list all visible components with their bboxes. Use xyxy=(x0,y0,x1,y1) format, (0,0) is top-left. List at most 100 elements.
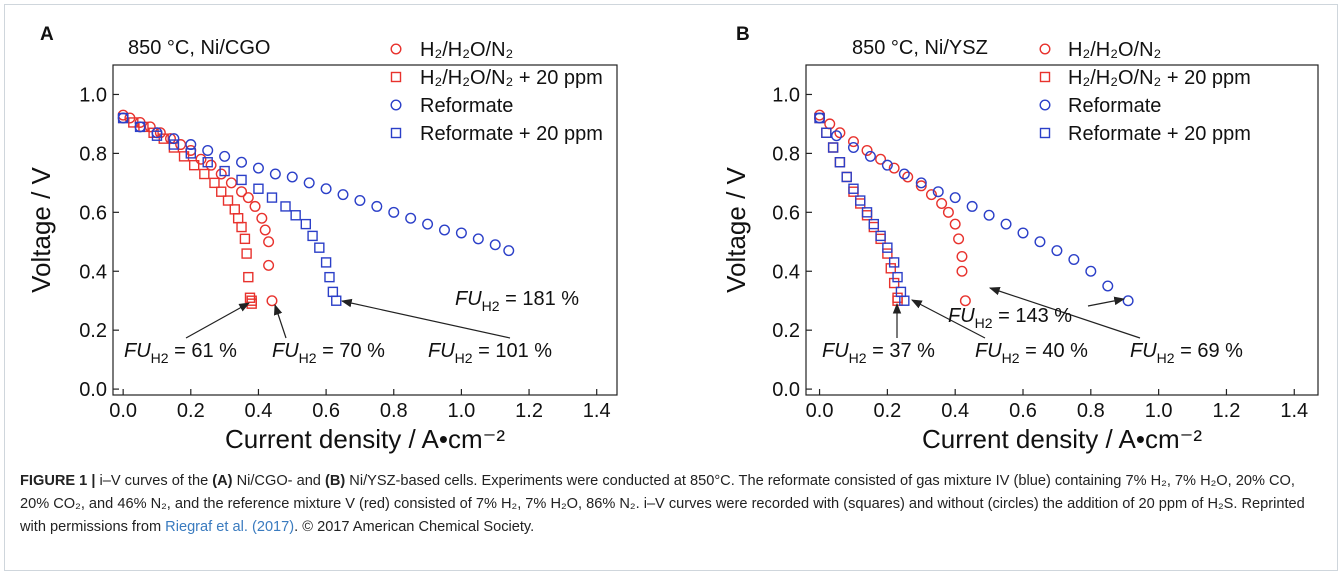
marker-square xyxy=(390,71,402,83)
marker-square xyxy=(185,148,196,159)
marker-square xyxy=(841,171,852,183)
x-axis-label: Current density / A•cm⁻² xyxy=(922,424,1202,454)
x-tick-label: 0.6 xyxy=(1009,400,1037,422)
y-tick-label: 1.0 xyxy=(772,84,800,106)
caption-link[interactable]: Riegraf et al. (2017) xyxy=(165,519,295,535)
marker-circle xyxy=(983,209,995,221)
marker-circle xyxy=(236,186,248,198)
annotation-fu: FU xyxy=(428,340,455,362)
annotation: FUH2 = 143 % xyxy=(948,305,1072,331)
x-tick-label: 0.2 xyxy=(873,400,901,422)
marker-circle xyxy=(959,295,971,307)
x-tick-label: 0.2 xyxy=(177,400,205,422)
marker-square xyxy=(219,165,230,177)
marker-square xyxy=(314,242,325,253)
x-tick-label: 0.8 xyxy=(1077,400,1105,422)
marker-circle xyxy=(249,200,261,212)
marker-square xyxy=(1039,127,1051,139)
marker-square xyxy=(885,263,896,274)
marker-circle xyxy=(1017,227,1029,239)
marker-circle xyxy=(888,162,900,174)
annotation-arrow xyxy=(911,299,986,339)
y-tick-label: 0.6 xyxy=(79,202,107,224)
marker-circle xyxy=(902,171,914,183)
marker-circle xyxy=(932,186,944,198)
x-tick-label: 0.0 xyxy=(806,400,834,422)
marker-square xyxy=(320,257,332,268)
inner-label: 850 °C, Ni/CGO xyxy=(128,37,270,59)
marker-square xyxy=(236,174,247,186)
marker-circle xyxy=(503,245,515,257)
marker-circle xyxy=(824,118,836,130)
marker-square xyxy=(899,295,910,306)
marker-square xyxy=(243,271,254,283)
marker-square xyxy=(821,127,832,138)
marker-square xyxy=(868,221,880,233)
annotation-value: = 101 % xyxy=(473,340,553,362)
annotation-value: = 40 % xyxy=(1020,340,1089,362)
marker-circle xyxy=(1102,280,1114,292)
marker-square xyxy=(178,151,190,162)
marker-circle xyxy=(236,156,248,168)
marker-circle xyxy=(320,183,332,195)
annotation-fu: FU xyxy=(124,340,151,362)
marker-circle xyxy=(966,200,978,212)
x-tick-label: 1.2 xyxy=(1213,400,1241,422)
marker-circle xyxy=(949,218,961,230)
annotation-arrow xyxy=(988,286,1141,339)
y-tick-label: 0.4 xyxy=(79,261,107,283)
marker-square xyxy=(821,127,832,138)
annotation-sub: H2 xyxy=(1157,350,1175,366)
caption-plain: i–V curves of the xyxy=(95,473,213,489)
marker-circle xyxy=(202,144,214,156)
marker-circle xyxy=(915,177,927,189)
marker-circle xyxy=(455,227,467,239)
marker-circle xyxy=(215,168,227,180)
marker-circle xyxy=(489,239,501,251)
marker-circle xyxy=(881,159,893,171)
marker-circle xyxy=(847,141,859,153)
marker-circle xyxy=(472,233,484,245)
x-tick-label: 0.4 xyxy=(941,400,969,422)
y-tick-label: 0.6 xyxy=(772,202,800,224)
marker-square xyxy=(290,210,301,221)
y-axis-label: Voltage / V xyxy=(26,166,56,292)
annotation-fu: FU xyxy=(455,288,482,310)
x-tick-label: 1.4 xyxy=(583,400,611,422)
marker-square xyxy=(229,204,240,215)
marker-square xyxy=(834,157,846,168)
marker-square xyxy=(324,271,335,283)
x-tick-label: 1.4 xyxy=(1280,400,1308,422)
marker-square xyxy=(834,157,846,168)
marker-square xyxy=(244,292,256,303)
annotation-sub: H2 xyxy=(1002,350,1020,366)
marker-circle xyxy=(259,224,271,236)
marker-circle xyxy=(266,295,278,307)
marker-square xyxy=(888,257,900,268)
marker-square xyxy=(882,242,893,253)
marker-square xyxy=(892,295,903,306)
x-tick-label: 1.2 xyxy=(515,400,543,422)
y-tick-label: 0.8 xyxy=(772,143,800,165)
annotation-sub: H2 xyxy=(455,350,473,366)
annotation-fu: FU xyxy=(272,340,299,362)
marker-square xyxy=(861,207,873,218)
annotation-sub: H2 xyxy=(299,350,317,366)
marker-circle xyxy=(422,218,434,230)
marker-square xyxy=(202,157,213,168)
marker-circle xyxy=(949,192,961,204)
marker-square xyxy=(188,159,200,171)
marker-square xyxy=(875,230,886,242)
marker-square xyxy=(331,295,342,306)
x-tick-label: 0.0 xyxy=(109,400,137,422)
annotation-fu: FU xyxy=(822,340,849,362)
marker-square xyxy=(158,133,169,144)
x-tick-label: 1.0 xyxy=(447,400,475,422)
marker-circle xyxy=(256,212,268,224)
marker-square xyxy=(168,139,180,150)
marker-circle xyxy=(185,139,197,151)
marker-square xyxy=(241,248,252,259)
annotation-arrow xyxy=(340,298,511,339)
x-tick-label: 0.8 xyxy=(380,400,408,422)
marker-circle xyxy=(263,259,275,271)
